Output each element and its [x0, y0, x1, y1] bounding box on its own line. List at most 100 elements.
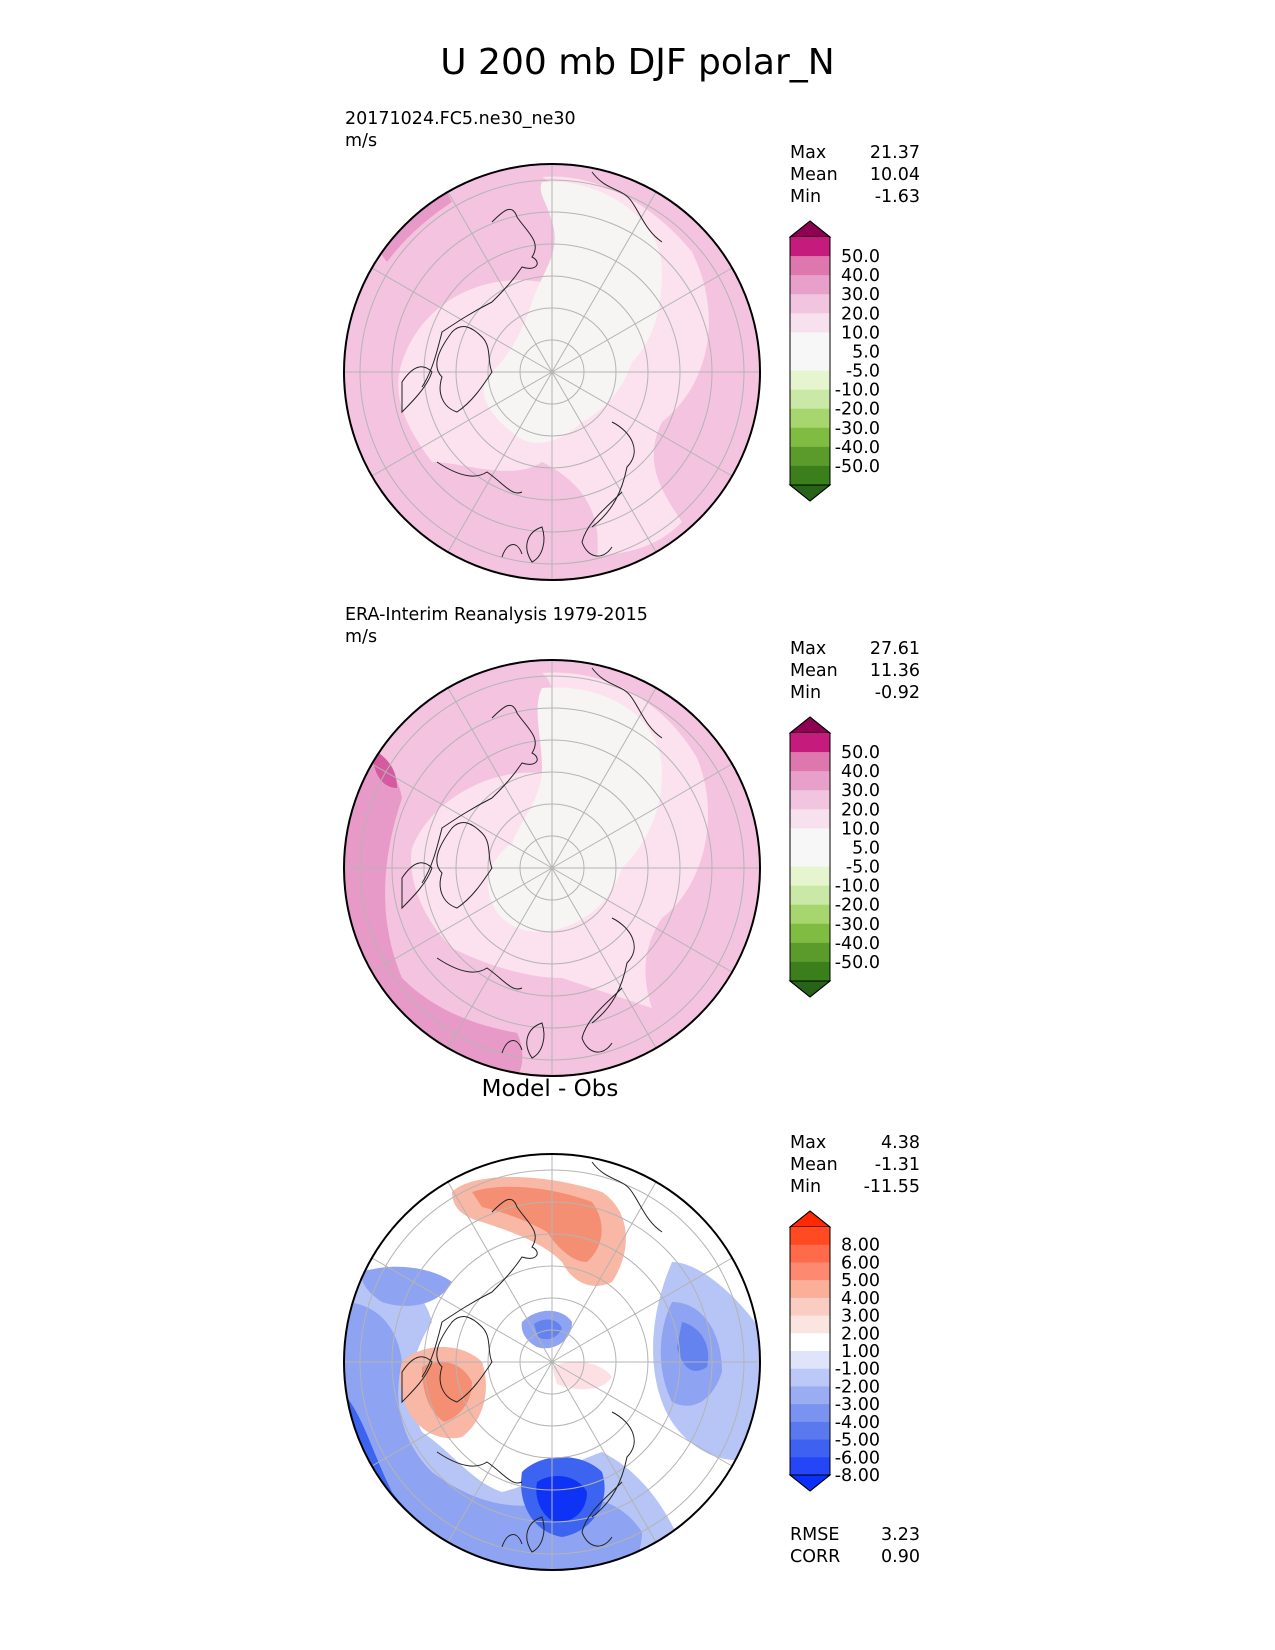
colorbar-tick-label: 20.0	[841, 304, 880, 324]
colorbar-tick-label: -5.0	[846, 858, 880, 878]
colorbar-tick-label: -10.0	[835, 381, 880, 401]
colorbar-segment	[790, 294, 830, 314]
map-boundary	[343, 1153, 761, 1571]
colorbar-tick-label: -10.0	[835, 877, 880, 897]
map-coastlines	[401, 1161, 663, 1553]
colorbar-tick-label: -6.00	[835, 1448, 880, 1468]
panel-reference-map	[343, 659, 761, 1077]
colorbar-extend-lower	[788, 980, 832, 998]
colorbar-segment	[790, 389, 830, 410]
colorbar-tick-label: -30.0	[835, 915, 880, 935]
panel-reference-units: m/s	[345, 627, 378, 647]
colorbar-segment	[790, 923, 830, 944]
panel-test-colorbar: 50.040.030.020.010.05.0-5.0-10.0-20.0-30…	[788, 220, 880, 502]
colorbar-segment	[790, 1297, 830, 1317]
colorbar-segment	[790, 752, 830, 772]
colorbar-tick-label: 50.0	[841, 247, 880, 267]
colorbar-segment	[790, 809, 830, 829]
colorbar-segment	[790, 885, 830, 906]
panel-reference-title: ERA-Interim Reanalysis 1979-2015	[345, 605, 648, 625]
colorbar-segment	[790, 446, 830, 467]
map-fill-jet-core	[372, 748, 397, 788]
map-fill-pos-east	[552, 1361, 612, 1390]
colorbar-tick-label: -3.00	[835, 1395, 880, 1415]
panel-difference-title: Model - Obs	[481, 1076, 619, 1102]
colorbar-tick-label: -4.00	[835, 1413, 880, 1433]
colorbar-segment	[790, 1315, 830, 1334]
colorbar-segment	[790, 1368, 830, 1387]
panel-difference-colorbar: 8.006.005.004.003.002.001.00-1.00-2.00-3…	[788, 1210, 880, 1492]
colorbar-tick-label: 6.00	[841, 1253, 880, 1273]
colorbar-segment	[790, 370, 830, 391]
colorbar-segment	[790, 1404, 830, 1423]
panel-difference-stats: Max 4.38 Mean -1.31 Min -11.55	[790, 1132, 920, 1198]
panel-difference-metrics: RMSE 3.23 CORR 0.90	[790, 1524, 920, 1568]
map-graticule	[344, 1154, 760, 1570]
metric-corr: CORR 0.90	[790, 1547, 920, 1567]
colorbar-tick-label: -20.0	[835, 400, 880, 420]
map-fill-jet-west	[344, 738, 523, 1076]
map-fill-calm-core	[483, 181, 662, 443]
colorbar-tick-label: -20.0	[835, 896, 880, 916]
panel-difference-map	[343, 1153, 761, 1571]
panel-reference-colorbar: 50.040.030.020.010.05.0-5.0-10.0-20.0-30…	[788, 716, 880, 998]
map-graticule	[344, 164, 760, 580]
colorbar-tick-label: 20.0	[841, 800, 880, 820]
colorbar-tick-label: -50.0	[835, 953, 880, 973]
panel-test-stats: Max 21.37 Mean 10.04 Min -1.63	[790, 142, 920, 208]
colorbar-extend-lower	[788, 484, 832, 502]
map-fill-neg-northwest	[361, 1266, 452, 1306]
colorbar-segment	[790, 237, 830, 257]
colorbar-segment	[790, 1227, 830, 1246]
colorbar-tick-label: -5.0	[846, 362, 880, 382]
colorbar-segment	[790, 828, 830, 848]
metric-rmse: RMSE 3.23	[790, 1525, 920, 1545]
colorbar-tick-label: 3.00	[841, 1307, 880, 1327]
colorbar-segment	[790, 256, 830, 276]
colorbar-segment	[790, 942, 830, 963]
colorbar-tick-label: -50.0	[835, 457, 880, 477]
map-coastlines	[401, 171, 663, 563]
colorbar-tick-label: 40.0	[841, 762, 880, 782]
panel-test-map	[343, 163, 761, 581]
colorbar-segment	[790, 1280, 830, 1299]
colorbar-tick-label: 1.00	[841, 1342, 880, 1362]
stat-mean: Mean -1.31	[790, 1155, 920, 1175]
map-fill-neg-east-core	[677, 1322, 709, 1371]
colorbar-segment	[790, 961, 830, 982]
colorbar-frame	[789, 716, 831, 998]
colorbar-tick-label: -1.00	[835, 1360, 880, 1380]
colorbar-tick-label: 50.0	[841, 743, 880, 763]
panel-test-units: m/s	[345, 131, 378, 151]
colorbar-tick-label: 2.00	[841, 1324, 880, 1344]
colorbar-segment	[790, 1457, 830, 1476]
colorbar-segment	[790, 351, 830, 372]
stat-mean: Mean 10.04	[790, 165, 920, 185]
colorbar-segment	[790, 275, 830, 295]
map-boundary	[343, 659, 761, 1077]
map-fill-neg-pole-core	[534, 1319, 562, 1340]
colorbar-segment	[790, 313, 830, 333]
colorbar-tick-label: 4.00	[841, 1289, 880, 1309]
panel-test: 20171024.FC5.ne30_ne30 m/s	[0, 108, 1275, 603]
stat-min: Min -11.55	[790, 1177, 920, 1197]
figure-title: U 200 mb DJF polar_N	[440, 42, 835, 83]
stat-max: Max 21.37	[790, 143, 920, 163]
colorbar-tick-label: 10.0	[841, 819, 880, 839]
panel-reference-stats: Max 27.61 Mean 11.36 Min -0.92	[790, 638, 920, 704]
map-boundary	[343, 163, 761, 581]
colorbar-tick-label: -2.00	[835, 1377, 880, 1397]
colorbar-segment	[790, 408, 830, 429]
colorbar-tick-label: 5.00	[841, 1271, 880, 1291]
colorbar-tick-label: -8.00	[835, 1466, 880, 1486]
colorbar-tick-label: -40.0	[835, 438, 880, 458]
colorbar-segment	[790, 1244, 830, 1263]
colorbar-frame	[789, 220, 831, 502]
map-fill-pos-west-mid	[422, 1362, 472, 1422]
colorbar-segment	[790, 771, 830, 791]
stat-max: Max 4.38	[790, 1133, 920, 1153]
colorbar-segment	[790, 465, 830, 486]
colorbar-segment	[790, 1262, 830, 1281]
colorbar-extend-upper	[788, 1210, 832, 1228]
colorbar-tick-label: 10.0	[841, 323, 880, 343]
